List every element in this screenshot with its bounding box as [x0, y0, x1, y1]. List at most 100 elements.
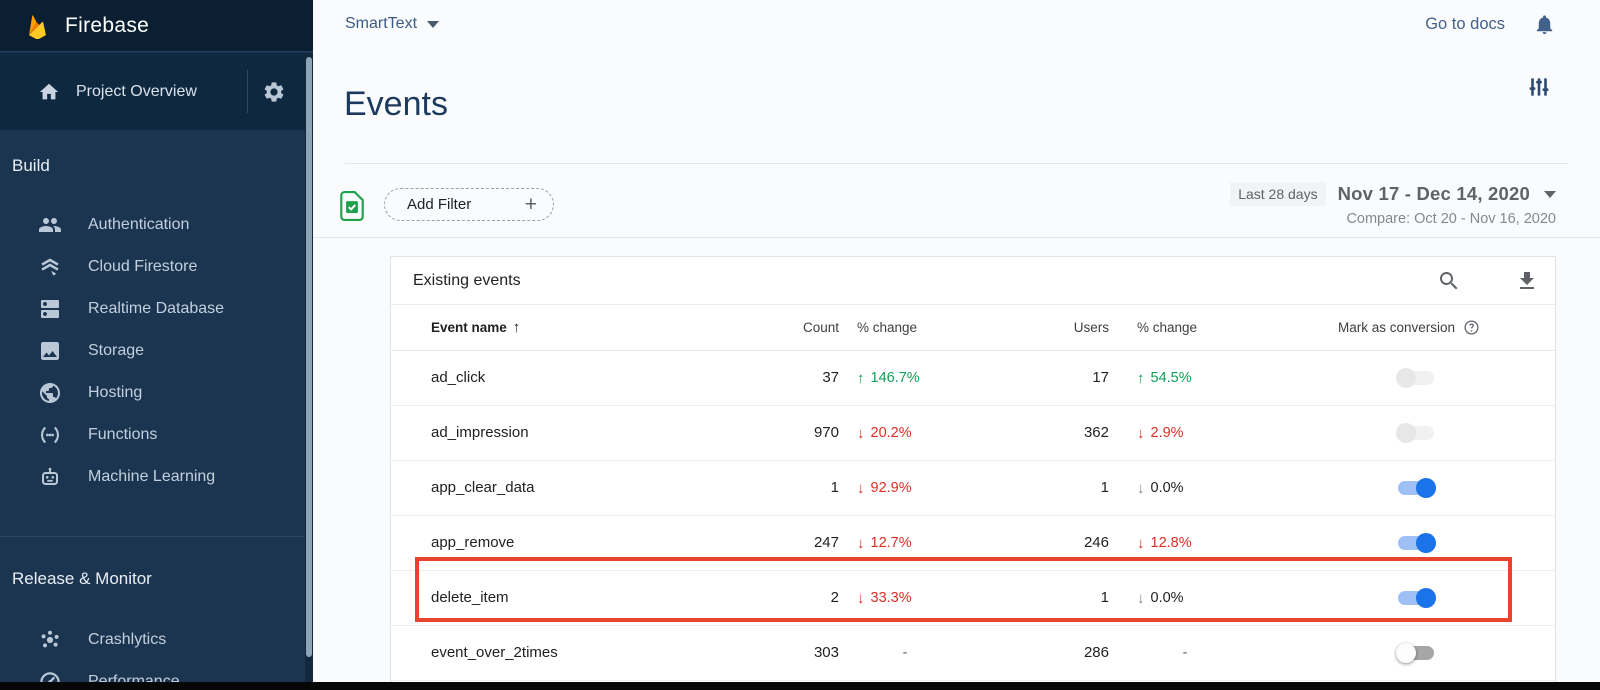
conversion-toggle[interactable] — [1398, 478, 1436, 498]
arrow-down-icon: ↓ — [857, 479, 865, 497]
arrow-down-icon: ↓ — [857, 424, 865, 442]
table-row-app_clear_data[interactable]: app_clear_data 1 ↓ 92.9% 1 ↓ 0.0% — [391, 461, 1555, 516]
notifications-bell-icon[interactable] — [1533, 13, 1556, 36]
table-row-event_over_2times[interactable]: event_over_2times 303 - 286 - — [391, 626, 1555, 681]
arrow-down-icon: ↓ — [857, 589, 865, 607]
arrow-down-icon: ↓ — [1137, 424, 1145, 442]
card-header: Existing events — [391, 257, 1555, 305]
column-header-conversion: Mark as conversion — [1338, 305, 1480, 350]
event-users: 17 — [1092, 369, 1109, 386]
chevron-down-icon — [1544, 190, 1556, 198]
toggle-knob — [1396, 423, 1416, 443]
sidebar-scrollbar-thumb[interactable] — [306, 57, 312, 657]
event-users: 286 — [1083, 644, 1109, 661]
sidebar-item-label: Hosting — [88, 384, 143, 401]
event-name: app_remove — [431, 534, 515, 551]
customize-tune-icon[interactable] — [1526, 74, 1552, 100]
conversion-toggle[interactable] — [1398, 588, 1436, 608]
change-value: 33.3% — [870, 590, 912, 606]
change-value: 2.9% — [1150, 425, 1184, 441]
card-tools — [1437, 257, 1539, 304]
data-quality-check-icon[interactable] — [340, 191, 364, 221]
home-icon — [38, 81, 60, 103]
project-selector[interactable]: SmartText — [345, 15, 440, 33]
sidebar-scrollbar — [305, 53, 313, 690]
date-range-picker[interactable]: Last 28 days Nov 17 - Dec 14, 2020 — [1230, 182, 1556, 206]
sidebar-section-divider — [0, 536, 313, 537]
toggle-knob — [1416, 533, 1436, 553]
conversion-toggle-cell — [1384, 406, 1448, 460]
crashlytics-icon — [38, 628, 62, 652]
event-count: 1 — [830, 479, 839, 496]
arrow-up-icon: ↑ — [857, 369, 865, 387]
column-header-event-name[interactable]: Event name ↑ — [431, 305, 520, 350]
sidebar-item-label: Functions — [88, 426, 158, 443]
change-dash: - — [902, 645, 908, 661]
brand-name: Firebase — [65, 13, 150, 37]
go-to-docs-link[interactable]: Go to docs — [1425, 15, 1505, 33]
change-cell: ↓ 92.9% — [857, 461, 975, 515]
arrow-down-icon: ↓ — [1137, 589, 1145, 607]
conversion-toggle-cell — [1384, 351, 1448, 405]
sidebar-item-project-overview[interactable]: Project Overview — [0, 53, 313, 130]
sidebar: Firebase Project Overview Build Authentic… — [0, 0, 313, 690]
toggle-knob — [1396, 368, 1416, 388]
arrow-up-icon: ↑ — [1137, 369, 1145, 387]
sidebar-item-crashlytics[interactable]: Crashlytics — [0, 619, 313, 661]
change-value: 12.8% — [1150, 535, 1192, 551]
table-row-delete_item[interactable]: delete_item 2 ↓ 33.3% 1 ↓ 0.0% — [391, 571, 1555, 626]
arrow-down-icon: ↓ — [857, 534, 865, 552]
brand-header[interactable]: Firebase — [0, 0, 313, 52]
topbar-actions: Go to docs — [1425, 13, 1556, 36]
people-icon — [38, 213, 62, 237]
arrow-down-icon: ↓ — [1137, 534, 1145, 552]
sidebar-item-hosting[interactable]: Hosting — [0, 372, 313, 414]
sidebar-item-label: Cloud Firestore — [88, 258, 198, 275]
sort-ascending-icon: ↑ — [512, 319, 521, 336]
conversion-toggle-cell — [1384, 516, 1448, 570]
sidebar-section-items: Authentication Cloud Firestore Realtime Da… — [0, 204, 313, 498]
table-row-ad_impression[interactable]: ad_impression 970 ↓ 20.2% 362 ↓ 2.9% — [391, 406, 1555, 461]
help-icon[interactable] — [1463, 319, 1480, 336]
event-users: 246 — [1083, 534, 1109, 551]
search-icon[interactable] — [1437, 269, 1461, 293]
sidebar-item-realtime-database[interactable]: Realtime Database — [0, 288, 313, 330]
download-icon[interactable] — [1515, 269, 1539, 293]
conversion-toggle[interactable] — [1396, 643, 1434, 663]
table-row-app_remove[interactable]: app_remove 247 ↓ 12.7% 246 ↓ 12.8% — [391, 516, 1555, 571]
globe-icon — [38, 381, 62, 405]
functions-icon — [38, 423, 62, 447]
firebase-flame-icon — [24, 12, 51, 39]
event-name: event_over_2times — [431, 644, 558, 661]
change-cell: ↓ 2.9% — [1137, 406, 1255, 460]
divider — [313, 237, 1600, 238]
sidebar-item-functions[interactable]: Functions — [0, 414, 313, 456]
change-value: 12.7% — [870, 535, 912, 551]
sidebar-navigation: Build Authentication Cloud Firestore Realti… — [0, 130, 313, 690]
event-users: 1 — [1100, 479, 1109, 496]
date-range-value: Nov 17 - Dec 14, 2020 — [1337, 183, 1530, 204]
conversion-toggle-cell — [1384, 626, 1448, 680]
toggle-knob — [1416, 588, 1436, 608]
change-cell: ↑ 54.5% — [1137, 351, 1255, 405]
conversion-toggle[interactable] — [1398, 533, 1436, 553]
table-row-ad_click[interactable]: ad_click 37 ↑ 146.7% 17 ↑ 54.5% — [391, 351, 1555, 406]
chevron-down-icon — [427, 20, 440, 28]
event-name: ad_click — [431, 369, 486, 386]
event-count: 247 — [813, 534, 839, 551]
arrow-down-icon: ↓ — [1137, 479, 1145, 497]
sidebar-item-machine-learning[interactable]: Machine Learning — [0, 456, 313, 498]
column-label: Event name — [431, 320, 507, 335]
sidebar-section-label: Build — [12, 156, 50, 175]
project-settings-gear-icon[interactable] — [262, 80, 286, 104]
event-name: app_clear_data — [431, 479, 535, 496]
plus-icon: + — [524, 193, 537, 216]
sidebar-item-cloud-firestore[interactable]: Cloud Firestore — [0, 246, 313, 288]
sidebar-item-storage[interactable]: Storage — [0, 330, 313, 372]
add-filter-button[interactable]: Add Filter + — [384, 188, 554, 221]
sidebar-item-authentication[interactable]: Authentication — [0, 204, 313, 246]
change-value: 54.5% — [1150, 370, 1192, 386]
event-count: 303 — [813, 644, 839, 661]
event-name: delete_item — [431, 589, 509, 606]
event-name: ad_impression — [431, 424, 529, 441]
